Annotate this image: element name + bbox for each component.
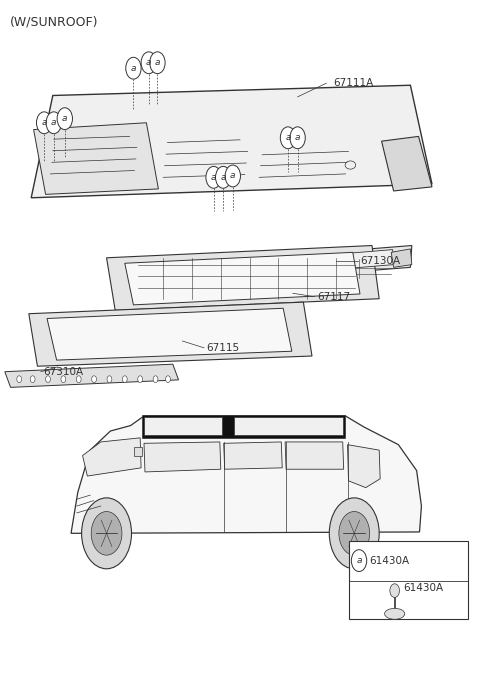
Circle shape xyxy=(141,52,156,74)
Circle shape xyxy=(390,584,399,597)
Circle shape xyxy=(329,498,379,569)
Polygon shape xyxy=(234,417,343,435)
Polygon shape xyxy=(142,415,345,438)
Polygon shape xyxy=(125,252,360,305)
Circle shape xyxy=(153,376,158,383)
Text: a: a xyxy=(146,58,152,68)
Text: a: a xyxy=(220,173,226,182)
Text: a: a xyxy=(211,173,216,182)
Circle shape xyxy=(206,166,221,188)
Polygon shape xyxy=(254,246,412,280)
Circle shape xyxy=(339,512,370,555)
Text: 61430A: 61430A xyxy=(403,583,444,593)
Ellipse shape xyxy=(384,608,405,619)
Text: 67117: 67117 xyxy=(317,292,350,301)
Circle shape xyxy=(46,112,61,134)
Text: 67115: 67115 xyxy=(206,343,240,353)
Circle shape xyxy=(138,376,143,383)
Text: a: a xyxy=(230,171,236,181)
Polygon shape xyxy=(107,246,379,310)
Circle shape xyxy=(76,376,81,383)
Polygon shape xyxy=(47,308,292,360)
Circle shape xyxy=(107,376,112,383)
Circle shape xyxy=(150,52,165,74)
Circle shape xyxy=(122,376,127,383)
Circle shape xyxy=(17,376,22,383)
Circle shape xyxy=(351,550,367,572)
Text: a: a xyxy=(51,118,57,128)
Polygon shape xyxy=(83,438,141,476)
Circle shape xyxy=(216,166,231,188)
Polygon shape xyxy=(285,442,344,469)
Text: a: a xyxy=(285,133,291,143)
Text: (W/SUNROOF): (W/SUNROOF) xyxy=(10,15,98,28)
Polygon shape xyxy=(34,123,158,194)
Polygon shape xyxy=(391,249,412,267)
Text: 61430A: 61430A xyxy=(370,556,410,565)
Circle shape xyxy=(82,498,132,569)
Text: 67111A: 67111A xyxy=(334,78,374,88)
Text: a: a xyxy=(62,114,68,123)
Circle shape xyxy=(92,376,96,383)
Text: 67310A: 67310A xyxy=(43,367,84,376)
Circle shape xyxy=(46,376,50,383)
Text: a: a xyxy=(295,133,300,143)
Polygon shape xyxy=(134,447,142,456)
Circle shape xyxy=(57,108,72,130)
Circle shape xyxy=(91,512,122,555)
Circle shape xyxy=(126,57,141,79)
Polygon shape xyxy=(144,442,221,472)
Polygon shape xyxy=(261,250,394,276)
Polygon shape xyxy=(348,445,380,488)
Text: a: a xyxy=(356,556,362,565)
Polygon shape xyxy=(29,302,312,366)
Polygon shape xyxy=(71,416,421,533)
Text: 67130A: 67130A xyxy=(360,256,400,265)
Circle shape xyxy=(225,165,240,187)
Polygon shape xyxy=(382,136,432,191)
Circle shape xyxy=(61,376,66,383)
Circle shape xyxy=(166,376,170,383)
Text: a: a xyxy=(131,63,136,73)
Polygon shape xyxy=(5,364,179,387)
Circle shape xyxy=(290,127,305,149)
Circle shape xyxy=(36,112,52,134)
FancyBboxPatch shape xyxy=(349,541,468,619)
Polygon shape xyxy=(224,442,282,469)
Polygon shape xyxy=(144,417,222,435)
Circle shape xyxy=(30,376,35,383)
Polygon shape xyxy=(31,85,432,198)
Text: a: a xyxy=(155,58,160,68)
Circle shape xyxy=(280,127,296,149)
Text: a: a xyxy=(41,118,47,128)
